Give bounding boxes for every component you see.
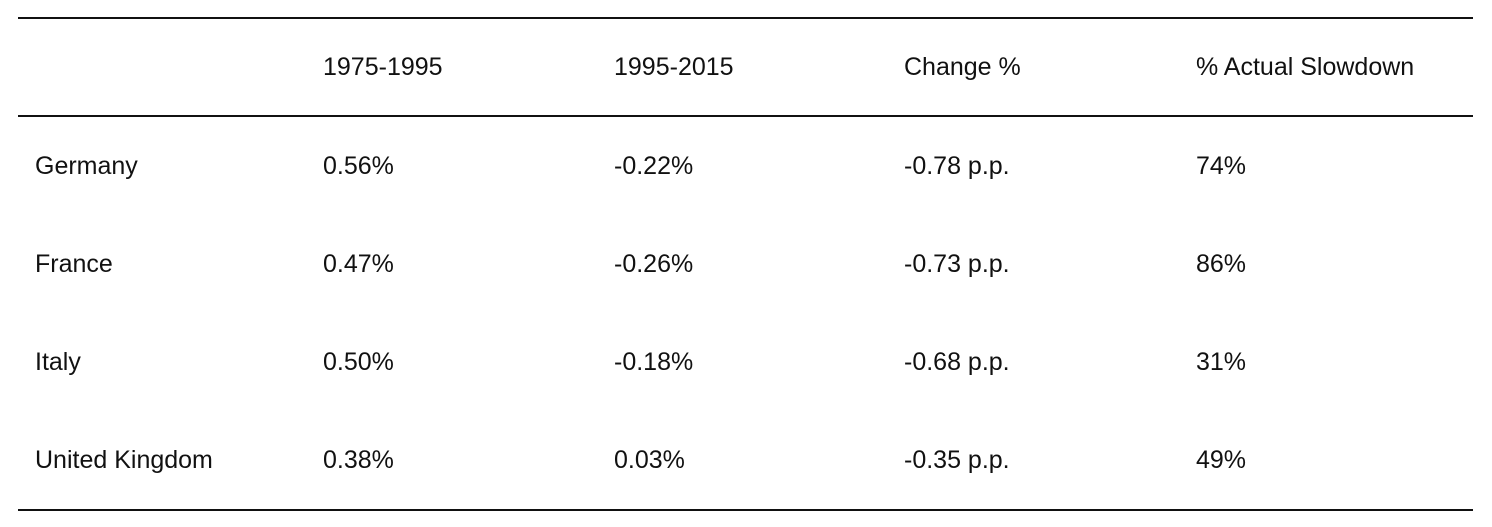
cell-1975-1995: 0.47% [323,249,394,278]
cell-country: Italy [35,347,81,376]
cell-country: United Kingdom [35,445,213,474]
header-actual-slowdown: % Actual Slowdown [1196,52,1415,81]
cell-1995-2015: -0.22% [614,151,694,180]
cell-country: France [35,249,113,278]
cell-actual-slowdown: 31% [1196,347,1247,376]
table-body: Germany 0.56% -0.22% -0.78 p.p. 74% Fran… [18,116,1473,510]
data-table-container: 1975-1995 1995-2015 Change % % Actual Sl… [18,17,1473,511]
cell-1975-1995: 0.50% [323,347,394,376]
table-row: Italy 0.50% -0.18% -0.68 p.p. 31% [18,313,1473,411]
table-row: France 0.47% -0.26% -0.73 p.p. 86% [18,215,1473,313]
cell-country: Germany [35,151,138,180]
cell-change: -0.35 p.p. [904,445,1010,474]
header-country [18,18,306,116]
cell-1975-1995: 0.56% [323,151,394,180]
cell-1995-2015: -0.26% [614,249,694,278]
header-1995-2015: 1995-2015 [614,52,734,81]
cell-actual-slowdown: 49% [1196,445,1247,474]
cell-change: -0.68 p.p. [904,347,1010,376]
cell-change: -0.78 p.p. [904,151,1010,180]
header-change: Change % [904,52,1021,81]
cell-change: -0.73 p.p. [904,249,1010,278]
data-table: 1975-1995 1995-2015 Change % % Actual Sl… [18,17,1473,511]
table-row: United Kingdom 0.38% 0.03% -0.35 p.p. 49… [18,411,1473,510]
cell-1995-2015: 0.03% [614,445,685,474]
table-row: Germany 0.56% -0.22% -0.78 p.p. 74% [18,116,1473,215]
table-header: 1975-1995 1995-2015 Change % % Actual Sl… [18,18,1473,116]
cell-1995-2015: -0.18% [614,347,694,376]
cell-1975-1995: 0.38% [323,445,394,474]
header-row: 1975-1995 1995-2015 Change % % Actual Sl… [18,18,1473,116]
cell-actual-slowdown: 74% [1196,151,1247,180]
cell-actual-slowdown: 86% [1196,249,1247,278]
header-1975-1995: 1975-1995 [323,52,443,81]
